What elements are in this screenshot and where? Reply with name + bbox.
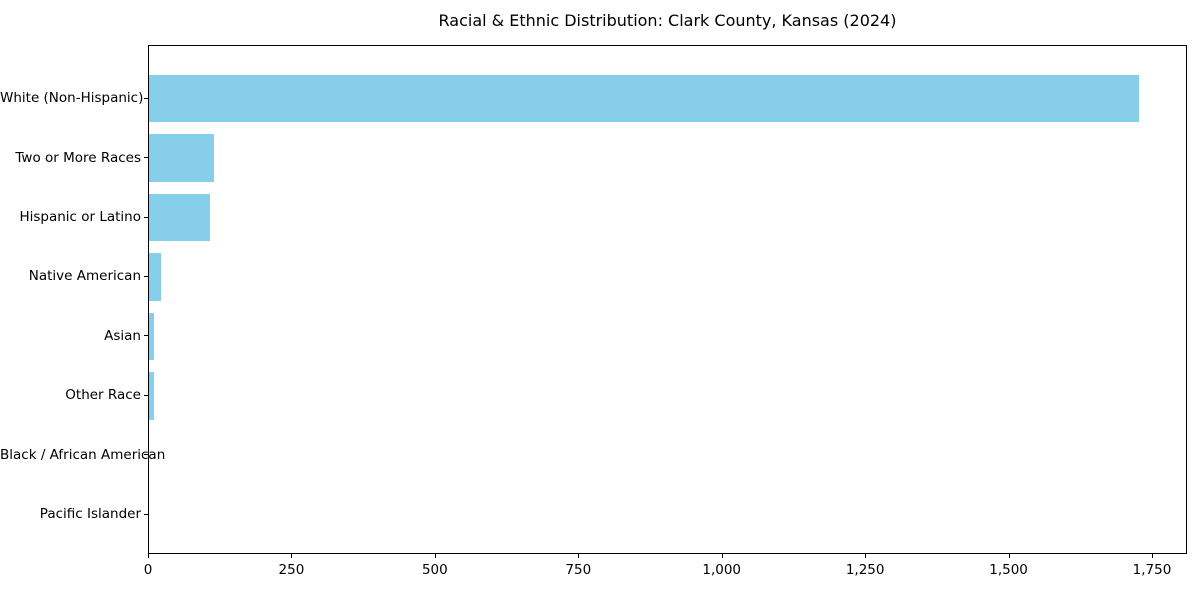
bar-native-american xyxy=(149,253,162,301)
chart-title: Racial & Ethnic Distribution: Clark Coun… xyxy=(438,11,897,30)
y-tick-label: Hispanic or Latino xyxy=(19,209,141,226)
x-tick-mark xyxy=(865,554,867,558)
x-tick-mark xyxy=(148,554,149,558)
x-tick-mark xyxy=(1152,554,1153,558)
x-tick-mark xyxy=(434,554,436,558)
y-tick-label: Black / African American xyxy=(0,446,166,463)
y-tick-mark xyxy=(144,216,148,218)
bar-two-or-more-races xyxy=(149,134,214,182)
x-tick-mark xyxy=(291,554,293,558)
x-tick-label: 1,000 xyxy=(702,562,742,578)
x-tick-label: 1,250 xyxy=(845,562,885,578)
bar-asian xyxy=(149,312,155,361)
y-tick-mark xyxy=(144,513,148,515)
x-tick-label: 750 xyxy=(565,562,592,578)
y-tick-mark xyxy=(144,157,148,159)
y-tick-mark xyxy=(144,454,148,456)
plot-area xyxy=(148,45,1187,554)
bar-hispanic-or-latino xyxy=(149,193,210,242)
x-tick-mark xyxy=(721,554,723,558)
x-tick-label: 250 xyxy=(278,562,305,578)
y-tick-label: Other Race xyxy=(65,387,141,404)
y-tick-mark xyxy=(144,335,148,337)
y-tick-mark xyxy=(144,275,148,277)
y-tick-label: Two or More Races xyxy=(15,149,141,166)
x-tick-mark xyxy=(578,554,580,558)
x-tick-label: 1,750 xyxy=(1132,562,1172,578)
y-tick-mark xyxy=(144,97,148,99)
x-tick-mark xyxy=(1008,554,1010,558)
y-tick-label: White (Non-Hispanic) xyxy=(0,90,144,107)
y-tick-label: Native American xyxy=(28,268,141,285)
x-tick-label: 500 xyxy=(421,562,448,578)
x-tick-label: 0 xyxy=(143,562,153,578)
bar-white-non-hispanic xyxy=(149,74,1139,123)
y-tick-label: Pacific Islander xyxy=(39,506,141,523)
bar-other-race xyxy=(149,372,154,420)
y-tick-label: Asian xyxy=(104,327,141,344)
y-tick-mark xyxy=(144,394,148,396)
x-tick-label: 1,500 xyxy=(989,562,1028,578)
